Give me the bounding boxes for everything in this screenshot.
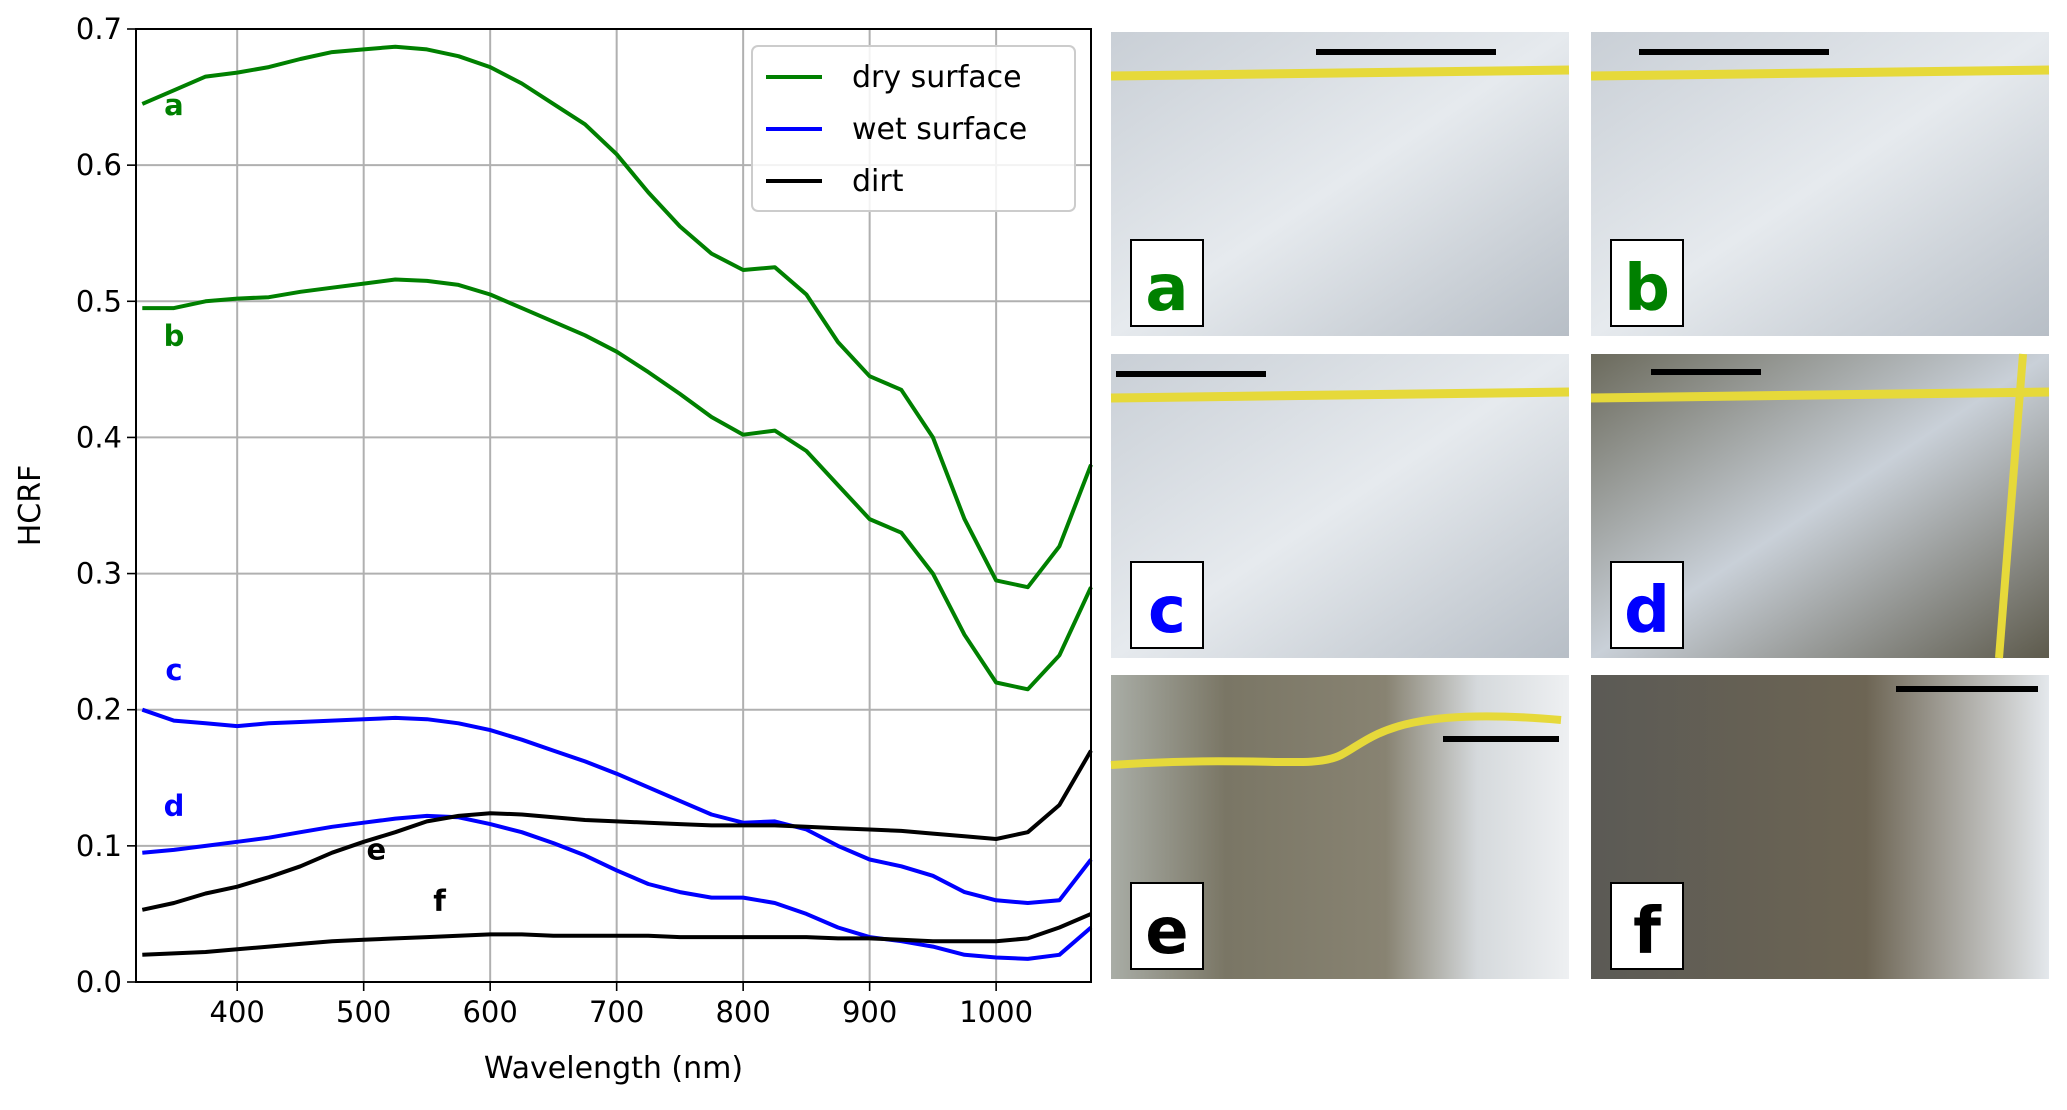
measuring-tape (1110, 65, 1570, 81)
photo-label-box (1610, 239, 1684, 327)
legend-label: dry surface (852, 60, 1022, 95)
legend-label: wet surface (852, 112, 1027, 147)
measuring-tape (1995, 353, 2027, 659)
measuring-tape (1110, 387, 1570, 403)
series-annotation: a (164, 88, 184, 122)
y-tick-label: 0.6 (76, 148, 122, 182)
photo-label-box (1130, 239, 1204, 327)
x-tick-label: 400 (210, 995, 265, 1029)
photo-label-box (1130, 882, 1204, 970)
series-annotation: f (433, 884, 446, 918)
x-tick-label: 800 (715, 995, 770, 1029)
legend-box (751, 45, 1076, 212)
y-tick-label: 0.2 (76, 693, 122, 727)
y-axis-label: HCRF (13, 465, 48, 547)
series-line (141, 707, 1093, 905)
series-line (142, 813, 1093, 961)
measuring-tape (1590, 65, 2050, 81)
photo-label: b (1624, 252, 1670, 326)
photo-label: f (1633, 895, 1662, 969)
measuring-tape (1110, 712, 1562, 769)
photo-label-box (1130, 561, 1204, 649)
photo-label: c (1148, 574, 1186, 648)
y-tick-label: 0.1 (76, 829, 122, 863)
series-line (141, 44, 1093, 590)
y-tick-label: 0.3 (76, 557, 122, 591)
y-tick-label: 0.0 (76, 965, 122, 999)
legend-label: dirt (852, 164, 904, 199)
x-tick-label: 1000 (959, 995, 1033, 1029)
photo-label-box (1610, 882, 1684, 970)
photo-label: e (1145, 895, 1188, 969)
y-tick-label: 0.5 (76, 284, 122, 318)
series-line (142, 912, 1092, 957)
photo-label-box (1610, 561, 1684, 649)
series-annotation: c (165, 653, 182, 687)
series-annotation: e (366, 832, 386, 866)
x-tick-label: 700 (589, 995, 644, 1029)
series-annotation: b (164, 319, 185, 353)
measuring-tape (1590, 387, 2050, 403)
photo-label: a (1145, 252, 1188, 326)
plot-frame (135, 28, 1092, 983)
series-line (141, 749, 1093, 912)
series-annotation: d (164, 789, 185, 823)
x-tick-label: 900 (842, 995, 897, 1029)
series-line (142, 277, 1093, 692)
x-tick-label: 500 (336, 995, 391, 1029)
x-axis-label: Wavelength (nm) (484, 1051, 743, 1086)
y-tick-label: 0.4 (76, 420, 122, 454)
x-tick-label: 600 (462, 995, 517, 1029)
y-tick-label: 0.7 (76, 12, 122, 46)
photo-label: d (1624, 574, 1670, 648)
